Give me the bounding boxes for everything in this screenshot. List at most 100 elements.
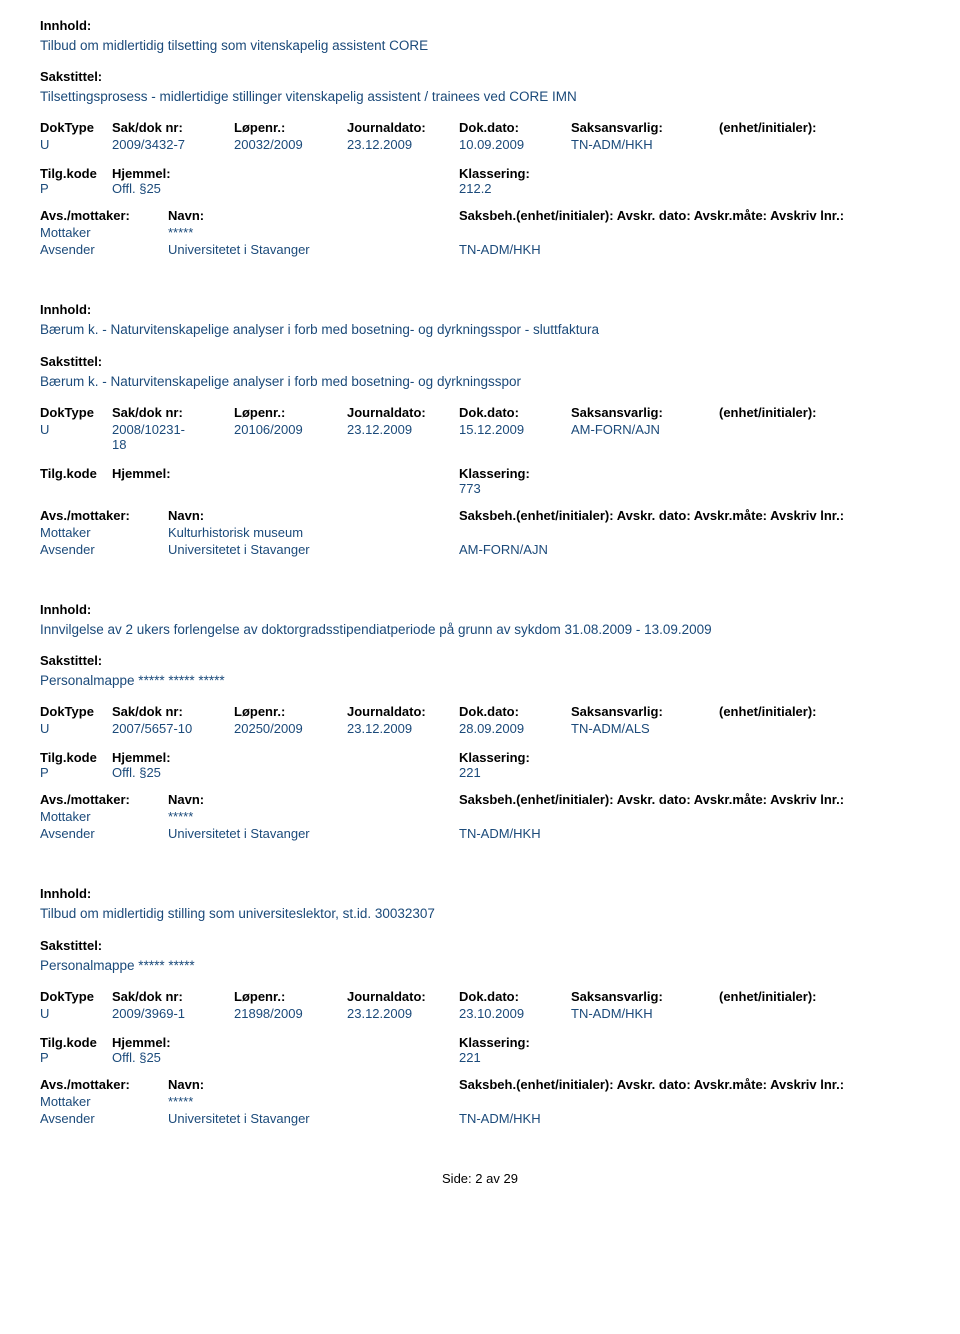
avsmottaker-label: Avs./mottaker: xyxy=(40,508,168,523)
col-header-journaldato: Journaldato: xyxy=(347,405,459,420)
col-header-sakdok: Sak/dok nr: xyxy=(112,989,234,1004)
sakstittel-label: Sakstittel: xyxy=(40,938,920,953)
journal-record: Innhold: Innvilgelse av 2 ukers forlengel… xyxy=(40,602,920,841)
tilgkode-label: Tilg.kode xyxy=(40,750,112,765)
hjemmel-label: Hjemmel: xyxy=(112,1035,459,1050)
data-cell: 2009/3969-1 xyxy=(112,1006,234,1021)
party-row: AvsenderUniversitetet i StavangerAM-FORN… xyxy=(40,542,920,557)
journal-record: Innhold: Tilbud om midlertidig stilling s… xyxy=(40,886,920,1125)
party-extra: TN-ADM/HKH xyxy=(459,242,920,257)
col-header-dokdato: Dok.dato: xyxy=(459,120,571,135)
klassering-value: 212.2 xyxy=(459,181,492,196)
party-extra: AM-FORN/AJN xyxy=(459,542,920,557)
col-header-sakdok: Sak/dok nr: xyxy=(112,120,234,135)
data-row: U2009/3432-720032/200923.12.200910.09.20… xyxy=(40,137,920,152)
avsmottaker-label: Avs./mottaker: xyxy=(40,1077,168,1092)
col-header-dokdato: Dok.dato: xyxy=(459,989,571,1004)
data-cell: 20032/2009 xyxy=(234,137,347,152)
col-header-enhet: (enhet/initialer): xyxy=(719,989,920,1004)
hjemmel-value: Offl. §25 xyxy=(112,765,459,780)
column-headers: DokTypeSak/dok nr:Løpenr.:Journaldato:Do… xyxy=(40,120,920,135)
party-name: ***** xyxy=(168,1094,459,1109)
data-cell: 10.09.2009 xyxy=(459,137,571,152)
klassering-value: 773 xyxy=(459,481,481,496)
innhold-text: Bærum k. - Naturvitenskapelige analyser … xyxy=(40,321,920,339)
parties-header: Avs./mottaker:Navn:Saksbeh.(enhet/initia… xyxy=(40,792,920,807)
party-name: ***** xyxy=(168,809,459,824)
party-role: Avsender xyxy=(40,542,168,557)
data-cell: 21898/2009 xyxy=(234,1006,347,1021)
data-row: U2009/3969-121898/200923.12.200923.10.20… xyxy=(40,1006,920,1021)
saksbeh-label: Saksbeh.(enhet/initialer): Avskr. dato: … xyxy=(459,508,920,523)
navn-label: Navn: xyxy=(168,1077,459,1092)
footer-total: 29 xyxy=(504,1171,518,1186)
party-name: Universitetet i Stavanger xyxy=(168,242,459,257)
col-header-doktype: DokType xyxy=(40,120,112,135)
col-header-sakdok: Sak/dok nr: xyxy=(112,704,234,719)
data-cell: 23.12.2009 xyxy=(347,721,459,736)
party-extra: TN-ADM/HKH xyxy=(459,826,920,841)
party-extra xyxy=(459,525,920,540)
navn-label: Navn: xyxy=(168,508,459,523)
party-name: Universitetet i Stavanger xyxy=(168,542,459,557)
col-header-lopenr: Løpenr.: xyxy=(234,120,347,135)
data-cell: 23.10.2009 xyxy=(459,1006,571,1021)
klassering-value: 221 xyxy=(459,1050,481,1065)
innhold-text: Innvilgelse av 2 ukers forlengelse av do… xyxy=(40,621,920,639)
innhold-label: Innhold: xyxy=(40,302,920,317)
hjemmel-value: Offl. §25 xyxy=(112,181,459,196)
col-header-journaldato: Journaldato: xyxy=(347,120,459,135)
data-cell: 2009/3432-7 xyxy=(112,137,234,152)
party-row: Mottaker***** xyxy=(40,225,920,240)
sakstittel-text: Tilsettingsprosess - midlertidige stilli… xyxy=(40,88,920,106)
data-cell: TN-ADM/HKH xyxy=(571,137,719,152)
col-header-dokdato: Dok.dato: xyxy=(459,704,571,719)
party-row: MottakerKulturhistorisk museum xyxy=(40,525,920,540)
klassering-label: Klassering: xyxy=(459,750,530,765)
col-header-lopenr: Løpenr.: xyxy=(234,989,347,1004)
hjemmel-label: Hjemmel: xyxy=(112,750,459,765)
klassering-label: Klassering: xyxy=(459,466,530,481)
data-cell: 20106/2009 xyxy=(234,422,347,452)
innhold-label: Innhold: xyxy=(40,18,920,33)
saksbeh-label: Saksbeh.(enhet/initialer): Avskr. dato: … xyxy=(459,792,920,807)
party-extra xyxy=(459,1094,920,1109)
parties-header: Avs./mottaker:Navn:Saksbeh.(enhet/initia… xyxy=(40,1077,920,1092)
tilg-hjemmel-header: Tilg.kodeHjemmel:Klassering: xyxy=(40,466,920,481)
data-cell: U xyxy=(40,137,112,152)
party-name: Universitetet i Stavanger xyxy=(168,1111,459,1126)
tilgkode-label: Tilg.kode xyxy=(40,1035,112,1050)
col-header-saksansvarlig: Saksansvarlig: xyxy=(571,704,719,719)
innhold-label: Innhold: xyxy=(40,886,920,901)
tilg-hjemmel-values: POffl. §25221 xyxy=(40,1050,920,1065)
data-cell: U xyxy=(40,1006,112,1021)
data-cell xyxy=(719,422,920,452)
tilgkode-value: P xyxy=(40,181,112,196)
sakstittel-label: Sakstittel: xyxy=(40,354,920,369)
column-headers: DokTypeSak/dok nr:Løpenr.:Journaldato:Do… xyxy=(40,405,920,420)
innhold-label: Innhold: xyxy=(40,602,920,617)
navn-label: Navn: xyxy=(168,792,459,807)
party-role: Mottaker xyxy=(40,809,168,824)
data-cell xyxy=(719,721,920,736)
party-row: Mottaker***** xyxy=(40,809,920,824)
navn-label: Navn: xyxy=(168,208,459,223)
data-cell: TN-ADM/HKH xyxy=(571,1006,719,1021)
hjemmel-value: Offl. §25 xyxy=(112,1050,459,1065)
data-cell xyxy=(719,137,920,152)
data-cell: 28.09.2009 xyxy=(459,721,571,736)
parties-header: Avs./mottaker:Navn:Saksbeh.(enhet/initia… xyxy=(40,508,920,523)
data-cell: 23.12.2009 xyxy=(347,422,459,452)
tilgkode-value: P xyxy=(40,1050,112,1065)
innhold-text: Tilbud om midlertidig tilsetting som vit… xyxy=(40,37,920,55)
party-row: AvsenderUniversitetet i StavangerTN-ADM/… xyxy=(40,1111,920,1126)
col-header-doktype: DokType xyxy=(40,989,112,1004)
tilg-hjemmel-values: POffl. §25221 xyxy=(40,765,920,780)
party-role: Mottaker xyxy=(40,525,168,540)
data-cell: 23.12.2009 xyxy=(347,137,459,152)
party-role: Mottaker xyxy=(40,225,168,240)
innhold-text: Tilbud om midlertidig stilling som unive… xyxy=(40,905,920,923)
col-header-doktype: DokType xyxy=(40,704,112,719)
party-name: Kulturhistorisk museum xyxy=(168,525,459,540)
hjemmel-label: Hjemmel: xyxy=(112,466,459,481)
